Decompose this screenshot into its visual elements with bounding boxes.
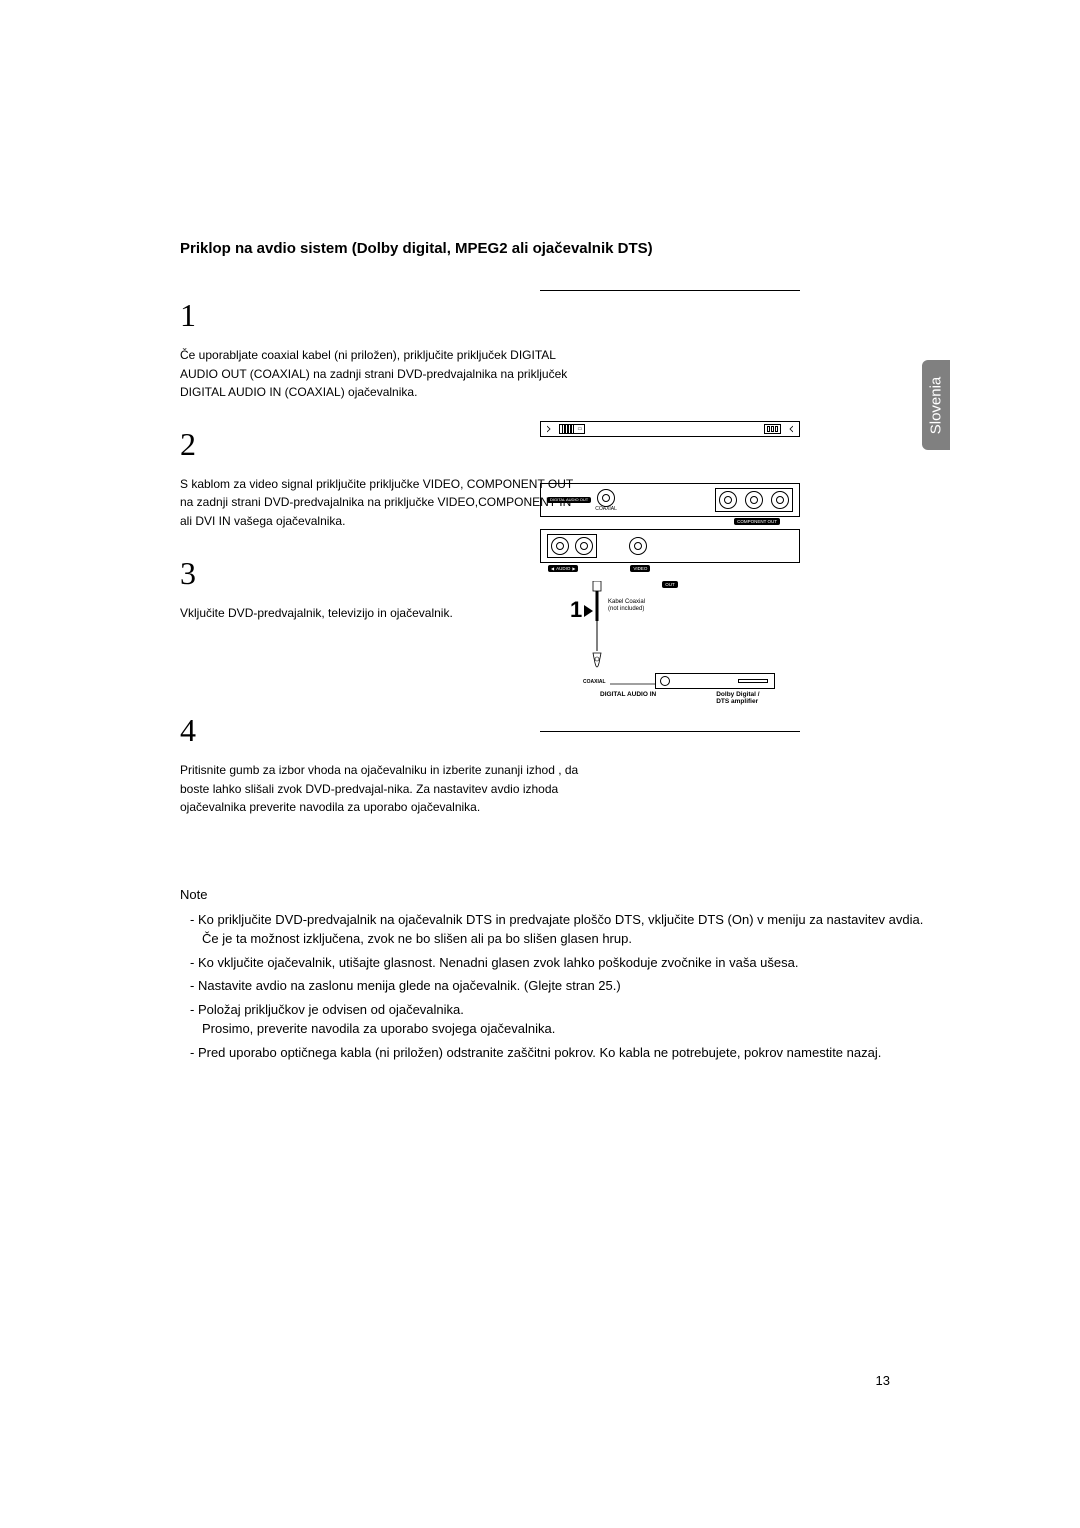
note-item: Položaj priključkov je odvisen od ojačev… (180, 1000, 930, 1039)
note-item: Ko vključite ojačevalnik, utišajte glasn… (180, 953, 930, 973)
language-tab-text: Slovenia (928, 376, 945, 434)
panel-top-row: ▭ (540, 421, 800, 437)
note-list: Ko priključite DVD-predvajalnik na ojače… (180, 910, 930, 1063)
amp-slot (738, 679, 768, 683)
coaxial-in-label: COAXIAL (583, 679, 606, 685)
coaxial-label: COAXIAL (595, 507, 617, 512)
note-item: Ko priključite DVD-predvajalnik na ojače… (180, 910, 930, 949)
audio-video-row (540, 529, 800, 563)
note-section: Note Ko priključite DVD-predvajalnik na … (180, 887, 930, 1063)
dolby-amplifier-label: Dolby Digital / DTS amplifier (716, 691, 759, 705)
section-subtitle: Priklop na avdio sistem (Dolby digital, … (180, 240, 930, 257)
component-pb-port (745, 491, 763, 509)
amp-port (660, 676, 670, 686)
diagram-bottom-rule (540, 731, 800, 732)
coaxial-out-port (597, 489, 615, 507)
coaxial-cable-icon (585, 581, 645, 681)
component-pr-port (719, 491, 737, 509)
note-item: Nastavite avdio na zaslonu menija glede … (180, 976, 930, 996)
component-row: DIGITAL AUDIO OUT COAXIAL (540, 483, 800, 517)
audio-r-port (575, 537, 593, 555)
video-out-port (629, 537, 647, 555)
out-label: OUT (662, 581, 678, 588)
audio-label: AUDIO (556, 566, 570, 571)
video-label: VIDEO (630, 565, 650, 572)
page-number: 13 (876, 1373, 890, 1388)
note-heading: Note (180, 887, 930, 902)
diagram-top-rule (540, 290, 800, 291)
connection-diagram: ▭ DIGITAL AUDIO OUT (480, 290, 880, 732)
amp-connector-line (610, 680, 660, 688)
language-tab: Slovenia (922, 360, 950, 450)
component-y-port (771, 491, 789, 509)
component-out-label: COMPONENT OUT (734, 518, 780, 525)
note-item: Pred uporabo optičnega kabla (ni prilože… (180, 1043, 930, 1063)
digital-audio-out-label: DIGITAL AUDIO OUT (547, 497, 591, 503)
step-text-4: Pritisnite gumb za izbor vhoda na ojačev… (180, 761, 580, 817)
dvd-back-panel: ▭ DIGITAL AUDIO OUT (540, 421, 800, 591)
audio-l-port (551, 537, 569, 555)
cable-area: 1 Kabel Coaxial (not included) COAXIAL (540, 591, 800, 701)
amplifier-box (655, 673, 775, 689)
digital-audio-in-label: DIGITAL AUDIO IN (600, 691, 656, 705)
